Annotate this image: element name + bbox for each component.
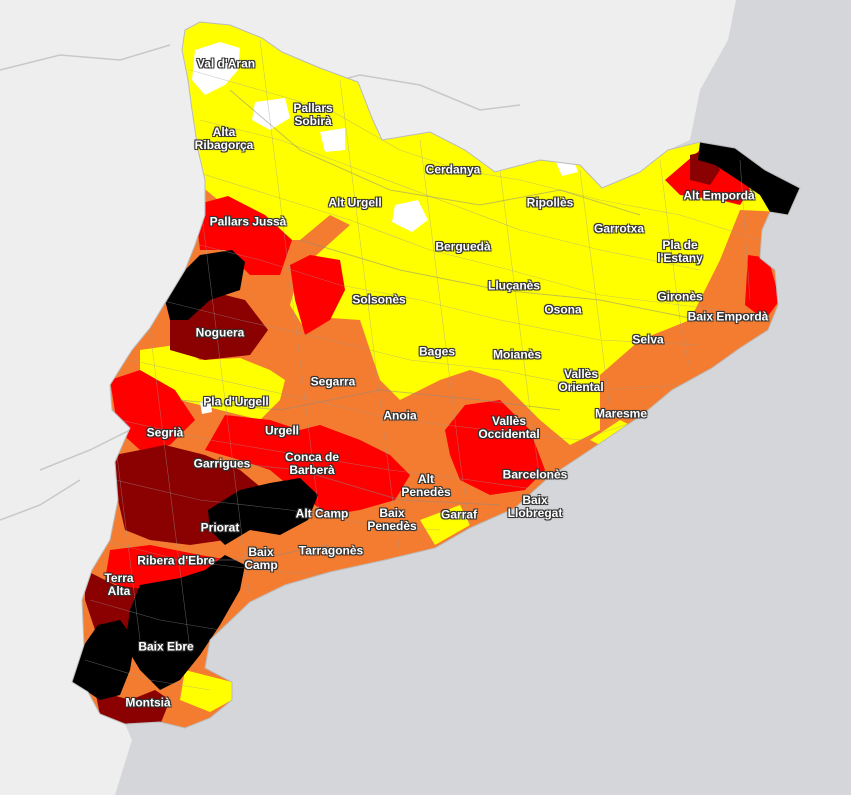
- neighbor-land: [0, 0, 736, 795]
- international-border: [0, 44, 521, 521]
- catalonia-outline: [71, 21, 801, 729]
